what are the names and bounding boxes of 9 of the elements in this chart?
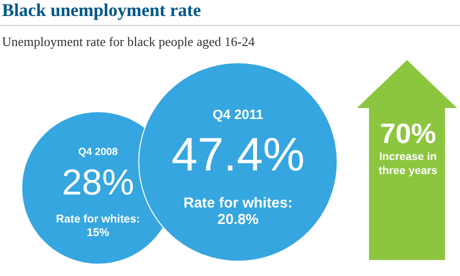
data-label: 47.4%	[171, 127, 305, 180]
text: Black unemployment rate	[2, 0, 201, 21]
category-label: Q4 2011	[212, 106, 264, 122]
category-label: Q4 2008	[78, 146, 118, 158]
text: Unemployment rate for black people aged 16-24	[2, 34, 255, 50]
text: 70% Increase in three years	[378, 118, 438, 178]
text: Rate for whites: 15%	[56, 214, 140, 239]
text: Rate for whites: 20.8%	[183, 196, 293, 228]
data-label: 28%	[62, 162, 134, 203]
